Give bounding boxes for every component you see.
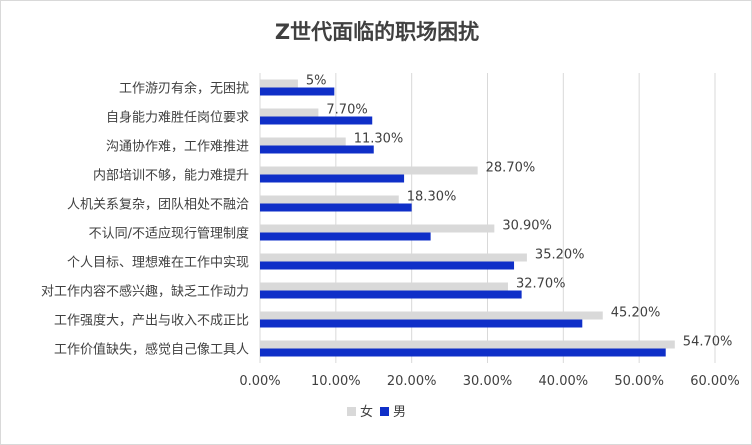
x-axis-ticks: 0.00% 10.00% 20.00% 30.00% 40.00% 50.00% 60.00…	[239, 374, 739, 389]
bar-male	[260, 261, 515, 270]
bar-female	[260, 224, 495, 233]
legend-swatch-female	[347, 407, 356, 416]
bars	[260, 79, 675, 357]
category-labels: 工作游刃有余，无困扰自身能力难胜任岗位要求沟通协作难，工作难推进内部培训不够，能…	[41, 81, 249, 358]
data-label: 11.30%	[354, 132, 404, 147]
bar-female	[260, 166, 478, 175]
data-label: 30.90%	[502, 219, 552, 234]
category-label: 工作价值缺失，感觉自己像工具人	[54, 342, 249, 358]
bar-male	[260, 348, 666, 357]
data-label: 45.20%	[611, 306, 661, 321]
x-tick-label: 50.00%	[614, 374, 664, 389]
category-label: 工作强度大，产出与收入不成正比	[54, 313, 249, 329]
data-labels: 5% 7.70% 11.30% 28.70% 18.30% 30.90% 35.20% 32.…	[306, 74, 732, 350]
data-label: 32.70%	[516, 277, 566, 292]
bar-female	[260, 79, 298, 88]
category-label: 自身能力难胜任岗位要求	[106, 110, 249, 126]
legend-label-male: 男	[393, 405, 406, 420]
x-tick-label: 0.00%	[239, 374, 280, 389]
bar-male	[260, 87, 335, 96]
data-label: 18.30%	[407, 190, 457, 205]
x-tick-label: 10.00%	[311, 374, 361, 389]
legend-label-female: 女	[360, 404, 373, 420]
category-label: 沟通协作难，工作难推进	[106, 140, 249, 155]
legend-swatch-male	[380, 407, 389, 416]
data-label: 7.70%	[326, 103, 367, 118]
x-tick-label: 30.00%	[463, 374, 513, 389]
category-label: 不认同/不适应现行管理制度	[89, 226, 249, 242]
x-tick-label: 20.00%	[387, 374, 437, 389]
category-label: 内部培训不够，能力难提升	[93, 168, 249, 184]
x-tick-label: 40.00%	[539, 374, 589, 389]
category-label: 对工作内容不感兴趣，缺乏工作动力	[41, 284, 249, 300]
category-label: 工作游刃有余，无困扰	[119, 81, 249, 97]
data-label: 35.20%	[535, 248, 585, 263]
bar-male	[260, 319, 583, 328]
bar-male	[260, 203, 412, 212]
x-tick-label: 60.00%	[690, 374, 740, 389]
bar-female	[260, 253, 527, 262]
bar-female	[260, 137, 346, 146]
legend: 女男	[347, 404, 406, 420]
bar-male	[260, 232, 431, 241]
bar-male	[260, 290, 522, 299]
bar-male	[260, 174, 405, 183]
category-label: 个人目标、理想难在工作中实现	[67, 255, 249, 271]
category-label: 人机关系复杂，团队相处不融洽	[67, 198, 249, 213]
chart-title: Z世代面临的职场困扰	[275, 20, 479, 44]
bar-female	[260, 282, 508, 291]
bar-male	[260, 116, 373, 125]
bar-female	[260, 108, 319, 117]
bar-female	[260, 195, 399, 204]
data-label: 5%	[306, 74, 327, 89]
data-label: 54.70%	[683, 335, 733, 350]
bar-male	[260, 145, 374, 154]
bar-female	[260, 311, 603, 320]
data-label: 28.70%	[486, 161, 536, 176]
bar-female	[260, 340, 675, 349]
